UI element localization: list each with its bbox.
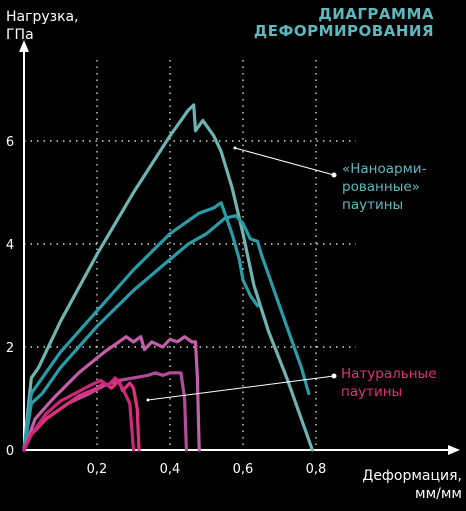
series-line-2 — [22, 201, 260, 452]
series-line-1 — [22, 103, 314, 452]
legend-nano: «Наноарми- рованные» паутины — [342, 160, 426, 214]
chart-title-line-1: ДИАГРАММА — [318, 5, 434, 23]
axes — [19, 40, 460, 455]
legend-natural: Натуральные паутины — [341, 365, 437, 401]
leader-line-natural — [147, 375, 335, 401]
x-tick-label: 0,4 — [160, 462, 181, 477]
y-tick-label: 6 — [6, 135, 14, 150]
x-tick-label: 0,6 — [233, 462, 254, 477]
x-axis-title-line-2: мм/мм — [415, 486, 462, 502]
y-tick-label: 4 — [6, 238, 14, 253]
grid-lines — [24, 60, 356, 450]
y-axis-title: Нагрузка, ГПа — [6, 8, 79, 44]
chart-title-line-2: ДЕФОРМИРОВАНИЯ — [253, 22, 434, 40]
series-lines — [22, 103, 314, 452]
legend-nano-line-1: «Наноарми- — [342, 161, 427, 177]
y-axis-title-line-1: Нагрузка, — [6, 9, 79, 25]
y-axis-arrow — [19, 40, 29, 52]
x-axis-arrow — [448, 445, 460, 455]
y-axis-title-line-2: ГПа — [6, 27, 34, 43]
chart-title: ДИАГРАММА ДЕФОРМИРОВАНИЯ — [254, 6, 434, 40]
leader-end-nano — [233, 146, 237, 150]
x-tick-label: 0,8 — [306, 462, 327, 477]
leader-dot-natural — [331, 373, 337, 379]
leader-line-nano — [234, 147, 335, 176]
series-line-3 — [22, 214, 311, 452]
y-tick-label: 2 — [6, 341, 14, 356]
legend-leader-lines — [146, 146, 337, 402]
x-axis-title-line-1: Деформация, — [362, 468, 462, 484]
y-tick-label: 0 — [6, 444, 14, 459]
leader-end-natural — [146, 398, 150, 402]
legend-nano-line-2: рованные» — [342, 179, 420, 195]
x-axis-title: Деформация, мм/мм — [330, 467, 462, 503]
legend-natural-line-1: Натуральные — [341, 366, 437, 382]
series-line-7 — [22, 376, 136, 452]
legend-natural-line-2: паутины — [341, 384, 403, 400]
leader-dot-nano — [331, 172, 337, 178]
tick-labels: 0,2 0,4 0,6 0,8 0 2 4 6 — [6, 135, 326, 477]
series-line-4 — [22, 335, 201, 452]
legend-nano-line-3: паутины — [342, 197, 404, 213]
x-tick-label: 0,2 — [87, 462, 108, 477]
